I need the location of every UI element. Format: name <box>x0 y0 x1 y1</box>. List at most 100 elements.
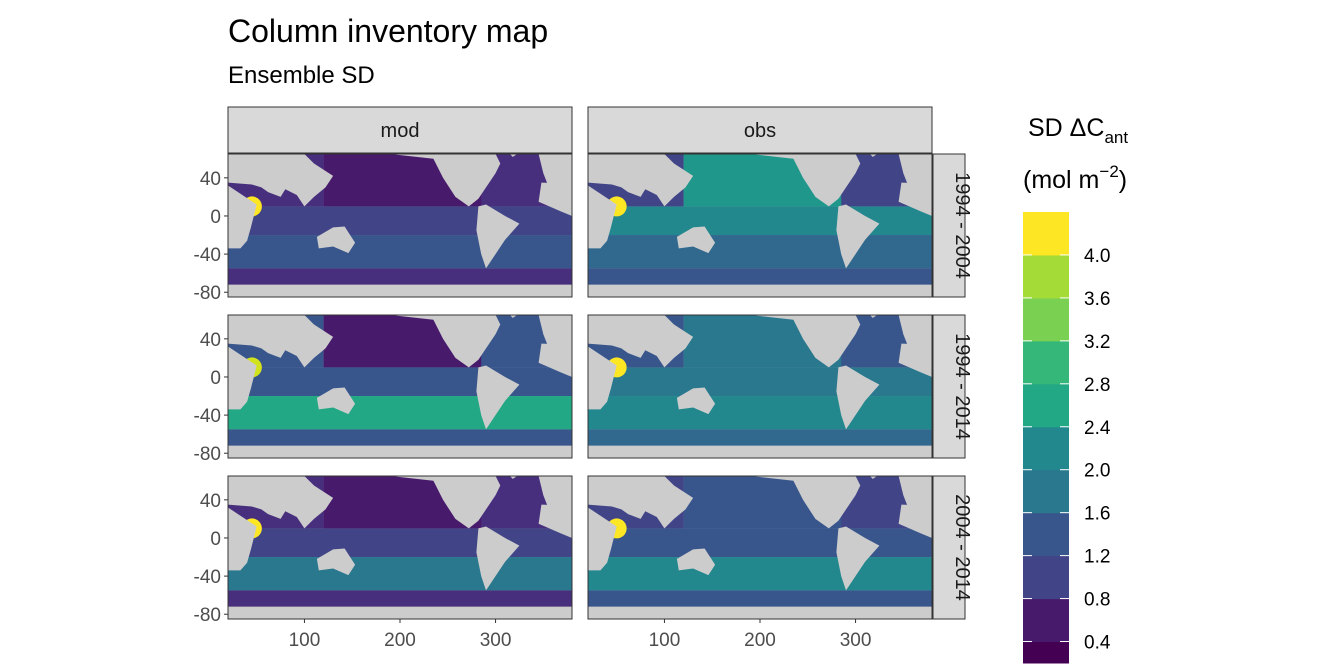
land-mask <box>476 526 520 591</box>
land-mask <box>898 182 932 216</box>
x-tick-label: 300 <box>840 630 872 651</box>
legend-tick-label: 0.8 <box>1084 590 1110 611</box>
ocean-cell <box>228 367 572 397</box>
y-tick-label: 40 <box>200 169 221 190</box>
legend-tick-label: 4.0 <box>1084 246 1110 267</box>
land-mask <box>509 315 518 318</box>
ocean-cell <box>228 396 572 430</box>
panel-border <box>587 153 933 298</box>
land-mask <box>676 548 716 576</box>
legend-colorbar: 4.0 3.6 3.2 2.8 2.4 2.0 1.6 1.2 0.8 0.4 <box>1023 212 1111 664</box>
legend-swatch <box>1023 212 1069 256</box>
land-mask <box>750 315 861 368</box>
row-strip-label: 2004 - 2014 <box>951 494 973 601</box>
y-tick-label: 0 <box>210 207 221 228</box>
x-tick-label: 100 <box>649 630 681 651</box>
row-strip-0 <box>932 153 966 298</box>
panel-obs-1 <box>587 314 933 459</box>
panel-border <box>587 314 933 459</box>
land-mask <box>898 504 932 538</box>
land-mask <box>750 476 861 529</box>
ocean-cell <box>228 206 572 236</box>
x-tick-label: 100 <box>289 630 321 651</box>
panel-map <box>228 476 572 619</box>
legend-swatch <box>1023 598 1069 643</box>
land-mask <box>509 476 518 479</box>
y-tick-label: 0 <box>210 529 221 550</box>
legend-title-sub: ant <box>1104 128 1128 147</box>
legend-swatch <box>1023 426 1069 471</box>
land-mask <box>588 185 617 249</box>
legend-tick-label: 2.8 <box>1084 375 1110 396</box>
land-mask <box>228 315 334 368</box>
panel-map <box>588 476 932 619</box>
land-mask <box>588 315 694 368</box>
land-mask <box>476 365 520 430</box>
land-mask <box>538 476 572 510</box>
y-tick-label: -80 <box>194 444 221 465</box>
ocean-cell <box>228 557 572 591</box>
legend-tick-label: 2.4 <box>1084 418 1111 439</box>
legend-tick-label: 1.2 <box>1084 547 1110 568</box>
land-mask <box>538 343 572 377</box>
legend-swatch <box>1023 383 1069 428</box>
color-legend: SD ΔCant (mol m−2) 4.0 3.6 3.2 2.8 2.4 2.0 1.6… <box>1023 114 1128 664</box>
panel-map <box>228 154 572 297</box>
land-mask <box>228 284 572 297</box>
panel-map <box>588 154 932 297</box>
legend-units-pre: (mol m <box>1023 166 1099 194</box>
panel-border <box>227 314 573 459</box>
land-mask <box>228 445 572 458</box>
ocean-cell <box>588 528 932 558</box>
land-mask <box>538 504 572 538</box>
ocean-cell <box>588 206 932 236</box>
ocean-cell <box>588 396 932 430</box>
strip-obs <box>587 106 933 154</box>
panel-mod-0 <box>227 153 573 298</box>
ocean-cell <box>588 557 932 591</box>
land-mask <box>898 476 932 510</box>
legend-swatch <box>1023 512 1069 557</box>
panel-border <box>227 153 573 298</box>
legend-tick-label: 2.0 <box>1084 461 1110 482</box>
legend-swatch <box>1023 254 1069 299</box>
land-mask <box>509 154 518 157</box>
land-mask <box>588 346 617 410</box>
ocean-cell <box>588 235 932 269</box>
land-mask <box>836 365 880 430</box>
land-mask <box>316 226 356 254</box>
ocean-cell <box>228 528 572 558</box>
land-mask <box>588 507 617 571</box>
land-mask <box>588 476 694 529</box>
legend-units-exp: −2 <box>1099 162 1118 181</box>
row-strip-2 <box>932 475 966 620</box>
land-mask <box>588 284 932 297</box>
ocean-cell <box>588 367 932 397</box>
y-tick-label: -80 <box>194 605 221 626</box>
panel-map <box>588 315 932 458</box>
land-mask <box>228 185 257 249</box>
land-mask <box>316 548 356 576</box>
legend-swatch <box>1023 469 1069 514</box>
land-mask <box>316 387 356 415</box>
facet-panels: mod obs 1994 - 2004 1994 - 2014 2004 - 2014 4… <box>194 106 973 651</box>
strip-mod <box>227 106 573 154</box>
land-mask <box>869 154 878 157</box>
row-strip-label: 1994 - 2004 <box>951 172 973 279</box>
chart-title: Column inventory map <box>228 13 548 49</box>
land-mask <box>898 343 932 377</box>
land-mask <box>898 154 932 188</box>
land-mask <box>676 226 716 254</box>
land-mask <box>538 182 572 216</box>
legend-tick-label: 1.6 <box>1084 504 1110 525</box>
row-strip-1 <box>932 314 966 459</box>
land-mask <box>750 154 861 207</box>
strip-label-mod: mod <box>381 120 420 142</box>
legend-title: SD ΔCant <box>1028 114 1128 147</box>
y-tick-label: 0 <box>210 368 221 389</box>
legend-swatch <box>1023 641 1069 664</box>
legend-tick-label: 0.4 <box>1084 633 1111 654</box>
land-mask <box>588 154 694 207</box>
panel-obs-2 <box>587 475 933 620</box>
